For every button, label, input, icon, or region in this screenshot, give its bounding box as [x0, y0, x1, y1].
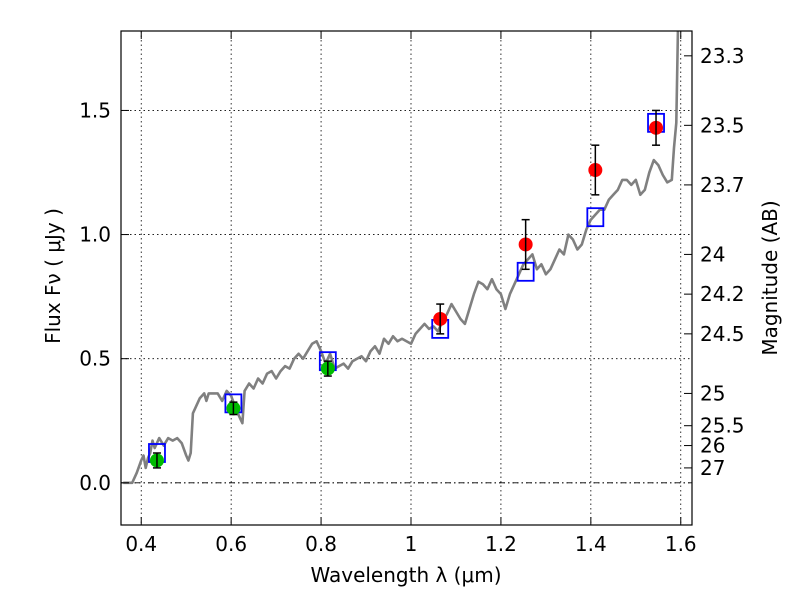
magnitude-tick-label: 23.5 — [700, 113, 745, 137]
y-tick-label: 1.0 — [79, 223, 111, 247]
y-axis-label-right: Magnitude (AB) — [758, 200, 782, 355]
model-photometry-square — [586, 207, 605, 228]
y-tick-label: 1.5 — [79, 98, 111, 122]
magnitude-tick-label: 24.5 — [700, 322, 745, 346]
axis-ticks: 0.4 0.6 0.8 1 1.2 1.4 1.6 0.0 0.5 1.0 1.5 23.3 23.5 2… — [79, 31, 745, 556]
x-tick-label: 1.6 — [665, 532, 697, 556]
magnitude-tick-label: 23.3 — [700, 44, 745, 68]
magnitude-tick-label: 27 — [700, 456, 725, 480]
sed-model-line — [123, 31, 680, 485]
x-axis-label: Wavelength λ (μm) — [310, 563, 501, 587]
data-series — [123, 31, 680, 485]
y-axis-label: Flux Fν ( μJy ) — [41, 208, 65, 344]
x-tick-label: 1.4 — [575, 532, 607, 556]
magnitude-tick-label: 24 — [700, 242, 725, 266]
y-tick-label: 0.5 — [79, 347, 111, 371]
x-tick-label: 0.8 — [305, 532, 337, 556]
magnitude-tick-label: 25 — [700, 381, 725, 405]
plot-frame — [120, 30, 693, 526]
magnitude-tick-label: 26 — [700, 434, 725, 458]
x-tick-label: 1 — [405, 532, 418, 556]
x-tick-label: 0.4 — [125, 532, 157, 556]
magnitude-tick-label: 25.5 — [700, 414, 745, 438]
x-tick-label: 0.6 — [215, 532, 247, 556]
y-tick-label: 0.0 — [79, 471, 111, 495]
x-tick-label: 1.2 — [485, 532, 517, 556]
magnitude-tick-label: 24.2 — [700, 282, 745, 306]
magnitude-tick-label: 23.7 — [700, 173, 745, 197]
